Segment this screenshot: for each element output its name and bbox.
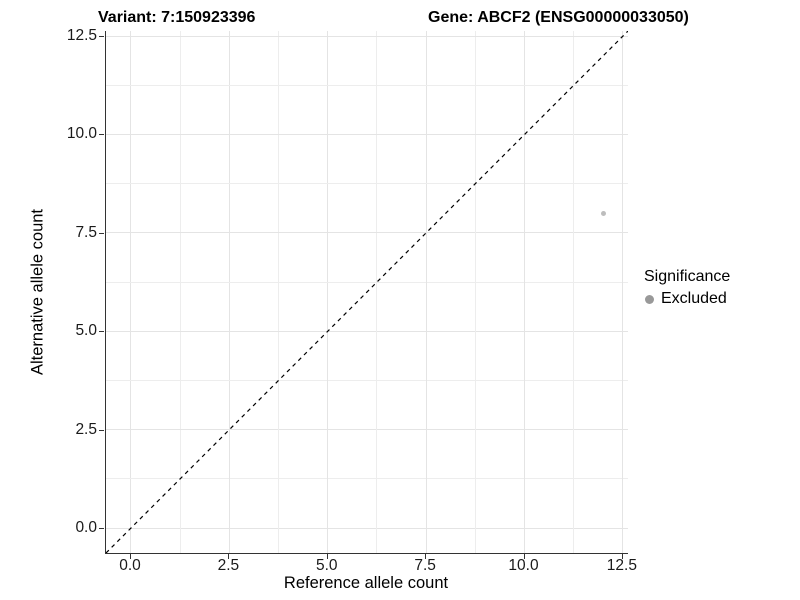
legend: Significance Excluded	[644, 268, 730, 308]
gridline-major-horizontal	[106, 429, 628, 431]
gridline-major-horizontal	[106, 527, 628, 529]
x-axis-tick-label: 5.0	[315, 557, 338, 574]
y-axis-tick	[99, 134, 104, 136]
y-axis-title: Alternative allele count	[28, 208, 47, 376]
x-axis-tick	[523, 554, 525, 559]
gridline-major-horizontal	[106, 330, 628, 332]
x-axis-tick	[228, 554, 230, 559]
legend-entry-excluded: Excluded	[644, 290, 730, 308]
gridline-major-horizontal	[106, 133, 628, 135]
y-axis-tick-label: 7.5	[75, 223, 97, 241]
x-axis-tick	[129, 554, 131, 559]
gridline-major-vertical	[130, 31, 132, 553]
gridline-minor-vertical	[278, 31, 280, 553]
gridline-minor-vertical	[474, 31, 476, 553]
gridline-minor-vertical	[376, 31, 378, 553]
gridline-major-vertical	[228, 31, 230, 553]
x-axis-tick-label: 2.5	[217, 557, 240, 574]
gridline-major-vertical	[327, 31, 329, 553]
x-axis-tick	[326, 554, 328, 559]
gridline-major-horizontal	[106, 35, 628, 37]
y-axis-tick	[99, 528, 104, 529]
gridline-major-vertical	[622, 31, 624, 553]
y-axis-tick	[99, 36, 104, 38]
x-axis-tick	[621, 554, 623, 559]
x-axis-tick	[425, 554, 427, 559]
y-axis-tick-label: 2.5	[75, 420, 97, 438]
y-axis-tick-label: 12.5	[66, 27, 97, 45]
legend-title: Significance	[644, 268, 731, 285]
y-axis-tick	[99, 232, 104, 234]
y-axis-tick-label: 5.0	[75, 322, 97, 340]
gridline-minor-horizontal	[106, 478, 628, 480]
plot-panel	[105, 31, 628, 554]
legend-key-dot-icon	[645, 295, 654, 304]
gridline-major-horizontal	[106, 232, 628, 234]
gridline-major-vertical	[425, 31, 427, 553]
y-axis-tick	[99, 331, 104, 333]
plot-title-gene: Gene: ABCF2 (ENSG00000033050)	[428, 9, 689, 26]
x-axis-tick-label: 10.0	[508, 557, 539, 574]
gridline-minor-horizontal	[106, 281, 628, 283]
y-axis-tick-label: 0.0	[75, 519, 97, 536]
y-axis-tick	[99, 429, 104, 431]
gridline-minor-horizontal	[106, 183, 628, 185]
gridline-major-vertical	[524, 31, 525, 553]
x-axis-tick-label: 12.5	[606, 557, 637, 574]
y-axis-tick-label: 10.0	[66, 125, 97, 143]
legend-entry-label: Excluded	[661, 290, 727, 307]
gridline-minor-horizontal	[106, 379, 628, 381]
x-axis-title: Reference allele count	[283, 574, 449, 592]
gridline-minor-horizontal	[106, 84, 628, 86]
gridline-minor-vertical	[179, 31, 181, 553]
plot-title-variant: Variant: 7:150923396	[98, 9, 256, 26]
data-point-excluded	[600, 210, 606, 216]
gridline-minor-vertical	[573, 31, 575, 553]
x-axis-tick-label: 7.5	[414, 557, 436, 574]
x-axis-tick-label: 0.0	[119, 557, 141, 574]
identity-abline-dashed	[106, 31, 628, 553]
